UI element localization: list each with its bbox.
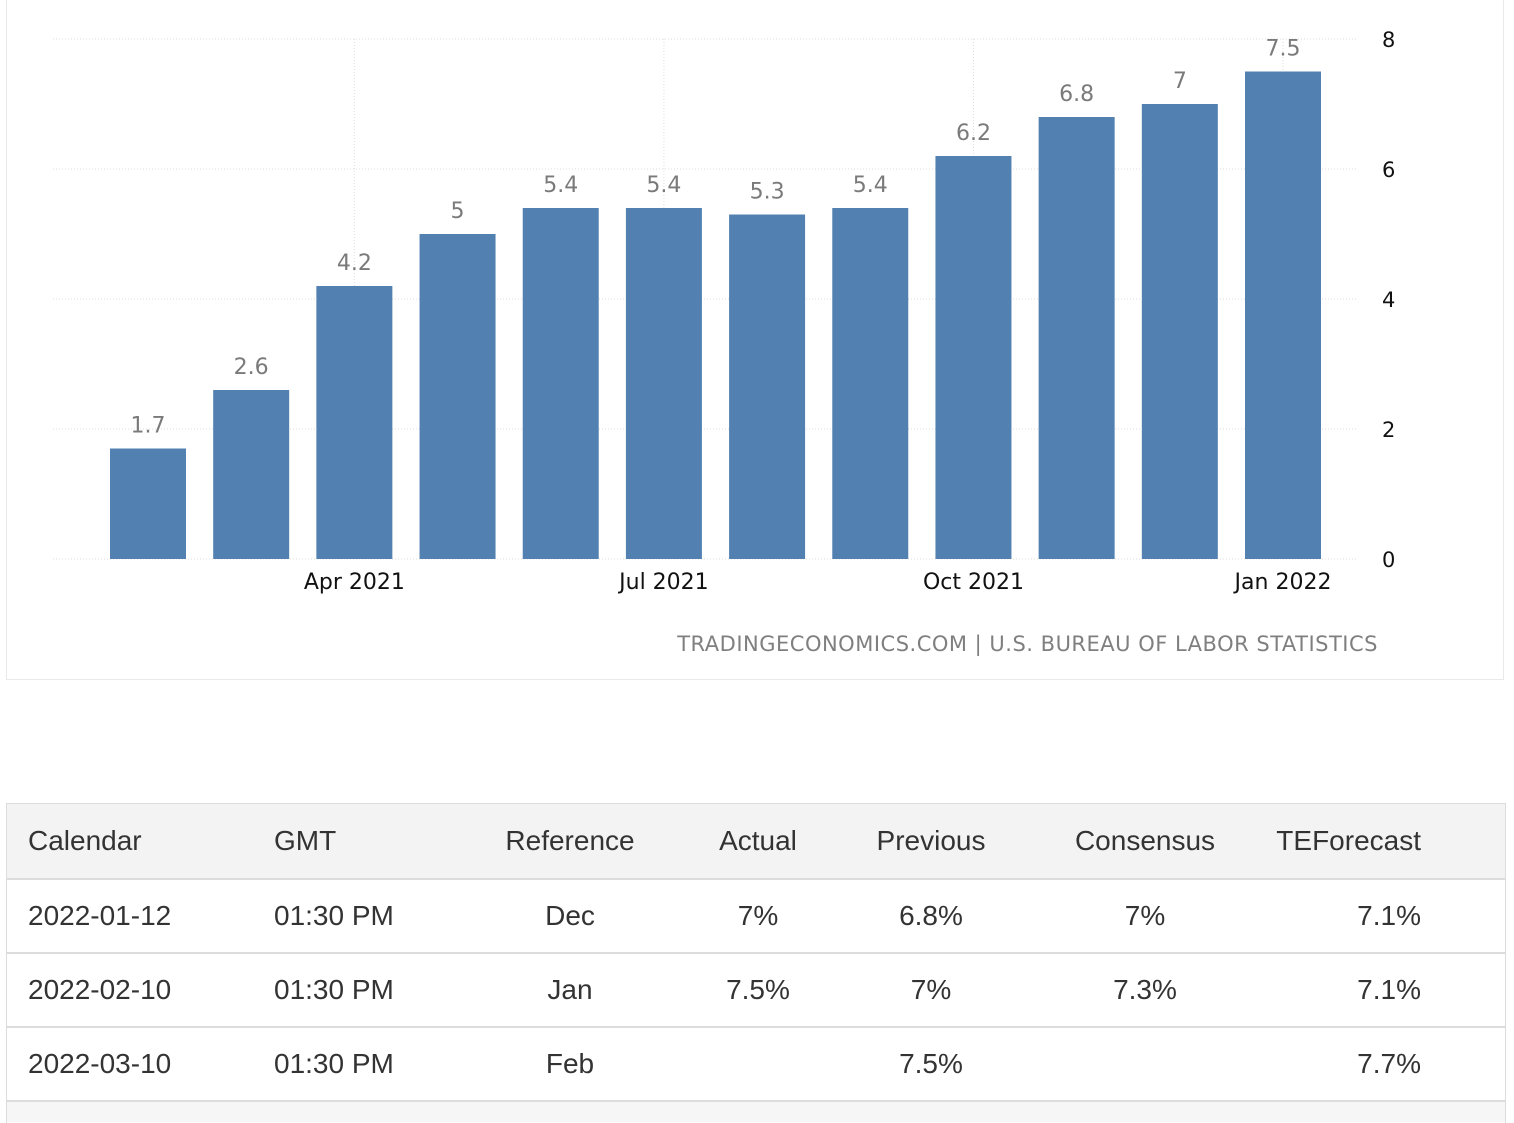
bar	[935, 156, 1012, 559]
bar	[729, 214, 806, 559]
header-actual: Actual	[670, 804, 846, 880]
bar	[832, 208, 909, 559]
bar	[1141, 104, 1218, 559]
bar	[625, 208, 702, 559]
bars	[110, 71, 1321, 559]
header-consensus: Consensus	[1016, 804, 1274, 880]
header-gmt: GMT	[274, 804, 470, 880]
bar-value-labels: 1.7 2.6 4.2 5 5.4 5.4 5.3 5.4 6.2 6.8 7 7.5	[131, 37, 1301, 439]
bar-value-label: 5.4	[543, 173, 578, 198]
table-row-partial	[7, 1101, 1505, 1122]
bar-value-label: 6.2	[956, 121, 991, 146]
row-previous: 7%	[846, 953, 1016, 1028]
calendar-table: Calendar GMT Reference Actual Previous C…	[6, 803, 1506, 1123]
table-row: 2022-03-10 01:30 PM Feb 7.5% 7.7%	[7, 1027, 1505, 1102]
partial-row-cell	[7, 1101, 1505, 1122]
bar	[1245, 71, 1321, 559]
row-previous: 6.8%	[846, 879, 1016, 954]
bar	[110, 448, 186, 559]
row-time: 01:30 PM	[274, 1027, 470, 1102]
y-tick-label: 2	[1382, 418, 1395, 442]
bar-value-label: 7.5	[1266, 37, 1301, 62]
row-reference: Feb	[470, 1027, 670, 1102]
x-tick-label: Jan 2022	[1233, 570, 1332, 595]
row-date: 2022-01-12	[7, 879, 274, 954]
header-teforecast: TEForecast	[1274, 804, 1505, 880]
row-time: 01:30 PM	[274, 879, 470, 954]
bar	[419, 234, 496, 559]
bar	[316, 286, 393, 559]
chart-source: TRADINGECONOMICS.COM | U.S. BUREAU OF LA…	[676, 632, 1378, 657]
chart-panel: 1.7 2.6 4.2 5 5.4 5.4 5.3 5.4 6.2 6.8 7 7.5 0 2 4 6 8 A…	[6, 0, 1504, 680]
bar-value-label: 7	[1173, 69, 1187, 94]
table-row: 2022-02-10 01:30 PM Jan 7.5% 7% 7.3% 7.1…	[7, 953, 1505, 1028]
row-date: 2022-03-10	[7, 1027, 274, 1102]
bar-value-label: 5.3	[750, 180, 785, 205]
x-tick-label: Apr 2021	[304, 570, 405, 595]
bar	[213, 390, 290, 559]
x-tick-label: Oct 2021	[923, 570, 1024, 595]
bar-value-label: 1.7	[131, 414, 166, 439]
y-tick-label: 0	[1382, 548, 1395, 572]
row-consensus: 7%	[1016, 879, 1274, 954]
x-axis-ticks: Apr 2021 Jul 2021 Oct 2021 Jan 2022	[304, 570, 1332, 595]
table-row: 2022-01-12 01:30 PM Dec 7% 6.8% 7% 7.1%	[7, 879, 1505, 954]
bar-value-label: 2.6	[234, 355, 269, 380]
bar-value-label: 4.2	[337, 251, 372, 276]
bar-value-label: 5	[451, 199, 465, 224]
row-teforecast: 7.1%	[1274, 879, 1505, 954]
row-date: 2022-02-10	[7, 953, 274, 1028]
row-consensus: 7.3%	[1016, 953, 1274, 1028]
header-calendar: Calendar	[7, 804, 274, 880]
y-tick-label: 4	[1382, 288, 1395, 312]
row-consensus	[1016, 1027, 1274, 1102]
row-reference: Dec	[470, 879, 670, 954]
row-teforecast: 7.7%	[1274, 1027, 1505, 1102]
header-previous: Previous	[846, 804, 1016, 880]
header-reference: Reference	[470, 804, 670, 880]
bar	[1038, 117, 1115, 559]
bar-value-label: 5.4	[853, 173, 888, 198]
bar-value-label: 5.4	[646, 173, 681, 198]
grid-lines	[53, 38, 1357, 560]
bar	[522, 208, 599, 559]
y-tick-label: 6	[1382, 158, 1395, 182]
y-tick-label: 8	[1382, 28, 1395, 52]
y-axis-ticks: 0 2 4 6 8	[1382, 28, 1395, 572]
row-actual: 7.5%	[670, 953, 846, 1028]
row-previous: 7.5%	[846, 1027, 1016, 1102]
bar-value-label: 6.8	[1059, 82, 1094, 107]
row-actual: 7%	[670, 879, 846, 954]
row-time: 01:30 PM	[274, 953, 470, 1028]
row-teforecast: 7.1%	[1274, 953, 1505, 1028]
inflation-bar-chart: 1.7 2.6 4.2 5 5.4 5.4 5.3 5.4 6.2 6.8 7 7.5 0 2 4 6 8 A…	[53, 28, 1395, 657]
row-actual	[670, 1027, 846, 1102]
x-tick-label: Jul 2021	[617, 570, 709, 595]
row-reference: Jan	[470, 953, 670, 1028]
table-header-row: Calendar GMT Reference Actual Previous C…	[7, 804, 1505, 880]
